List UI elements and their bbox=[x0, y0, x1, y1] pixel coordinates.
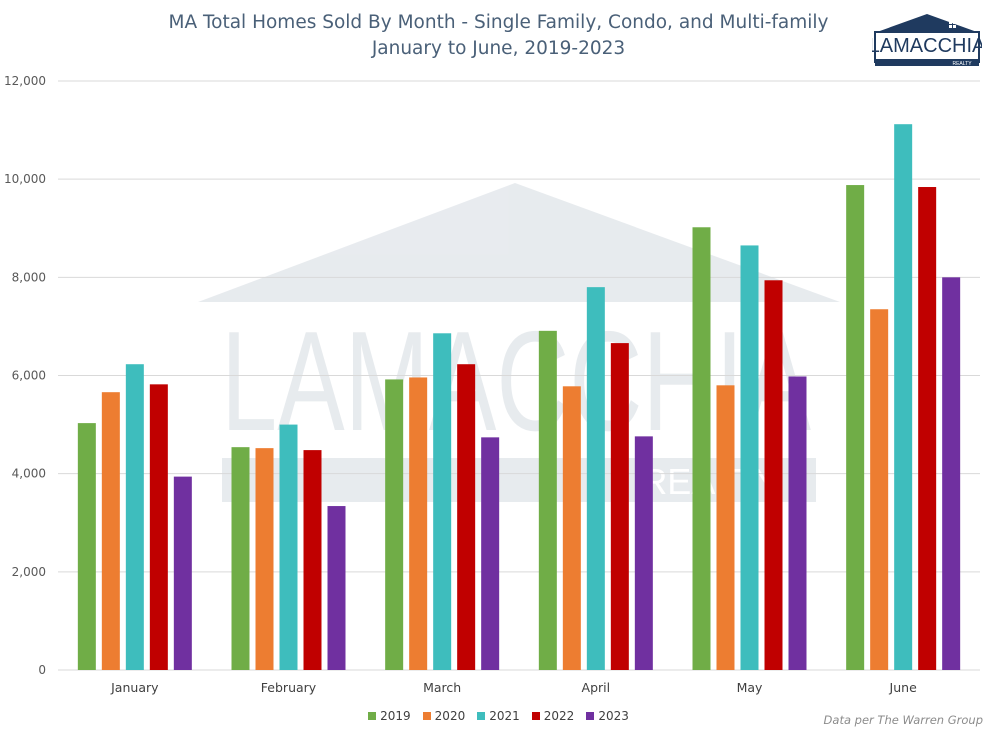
bar-2019-may bbox=[692, 227, 711, 671]
bar-2021-january bbox=[125, 364, 144, 670]
gridlines bbox=[58, 80, 980, 671]
watermark-text: LAMACCHIA bbox=[221, 302, 811, 461]
y-tick-label: 4,000 bbox=[12, 467, 46, 481]
legend-swatch bbox=[368, 712, 377, 720]
bar-2022-june bbox=[918, 187, 937, 670]
bar-2019-january bbox=[77, 423, 96, 670]
legend-item-2022: 2022 bbox=[531, 709, 575, 723]
bar-2019-april bbox=[538, 330, 557, 670]
legend-swatch bbox=[477, 712, 486, 720]
company-logo: LAMACCHIA REALTY bbox=[872, 14, 982, 67]
y-tick-label: 2,000 bbox=[12, 565, 46, 579]
bar-2023-february bbox=[327, 506, 346, 670]
x-tick-label: June bbox=[889, 680, 918, 695]
logo-subtext: REALTY bbox=[952, 61, 972, 67]
legend-label: 2021 bbox=[489, 709, 520, 723]
legend-swatch bbox=[531, 712, 540, 720]
bars bbox=[77, 124, 961, 671]
legend-swatch bbox=[422, 712, 431, 720]
x-tick-label: May bbox=[737, 680, 763, 695]
bar-2022-march bbox=[457, 364, 476, 670]
bar-2020-may bbox=[716, 385, 735, 670]
legend-item-2019: 2019 bbox=[368, 709, 411, 723]
y-axis: 0 2,000 4,000 6,000 8,000 10,000 12,000 bbox=[4, 74, 46, 677]
bar-2021-february bbox=[279, 424, 298, 670]
bar-2020-march bbox=[409, 377, 428, 670]
x-axis: January February March April May June bbox=[110, 680, 917, 695]
bar-2020-january bbox=[101, 392, 120, 670]
bar-2021-april bbox=[586, 287, 605, 670]
logo-text: LAMACCHIA bbox=[872, 35, 982, 57]
bar-2021-march bbox=[433, 333, 452, 670]
legend-label: 2023 bbox=[598, 709, 629, 723]
bar-2023-may bbox=[788, 376, 807, 670]
bar-2019-february bbox=[231, 447, 250, 670]
bar-2022-february bbox=[303, 450, 322, 670]
bar-2019-june bbox=[846, 185, 865, 670]
legend-item-2023: 2023 bbox=[586, 709, 629, 723]
x-tick-label: March bbox=[423, 680, 461, 695]
chart-title: MA Total Homes Sold By Month - Single Fa… bbox=[0, 10, 997, 62]
legend-label: 2020 bbox=[434, 709, 466, 723]
legend-item-2020: 2020 bbox=[422, 709, 466, 723]
chart-subtitle: January to June, 2019-2023 bbox=[371, 38, 626, 59]
y-tick-label: 0 bbox=[38, 663, 46, 677]
y-tick-label: 12,000 bbox=[4, 74, 46, 88]
bar-2023-june bbox=[942, 277, 961, 670]
bar-2023-april bbox=[634, 436, 653, 670]
bar-2019-march bbox=[385, 379, 404, 670]
bar-2020-april bbox=[562, 386, 581, 670]
y-tick-label: 8,000 bbox=[12, 270, 46, 284]
bar-2020-june bbox=[870, 309, 889, 670]
bar-2021-may bbox=[740, 245, 759, 670]
bar-2022-april bbox=[610, 343, 629, 670]
legend: 2019 2020 2021 2022 2023 bbox=[0, 709, 997, 723]
x-tick-label: February bbox=[261, 680, 317, 695]
legend-label: 2019 bbox=[380, 709, 411, 723]
chart-title-line1: MA Total Homes Sold By Month - Single Fa… bbox=[168, 12, 829, 33]
y-tick-label: 10,000 bbox=[4, 172, 46, 186]
legend-swatch bbox=[586, 712, 595, 720]
y-tick-label: 6,000 bbox=[12, 369, 46, 383]
bar-2021-june bbox=[894, 124, 913, 670]
legend-label: 2022 bbox=[543, 709, 575, 723]
source-note: Data per The Warren Group bbox=[823, 713, 983, 727]
legend-item-2021: 2021 bbox=[477, 709, 520, 723]
bar-2020-february bbox=[255, 448, 274, 670]
bar-2023-january bbox=[173, 476, 192, 670]
x-tick-label: April bbox=[582, 680, 611, 695]
bar-2022-january bbox=[149, 384, 168, 670]
bar-2023-march bbox=[481, 437, 500, 670]
x-tick-label: January bbox=[110, 680, 159, 695]
bar-2022-may bbox=[764, 280, 783, 670]
